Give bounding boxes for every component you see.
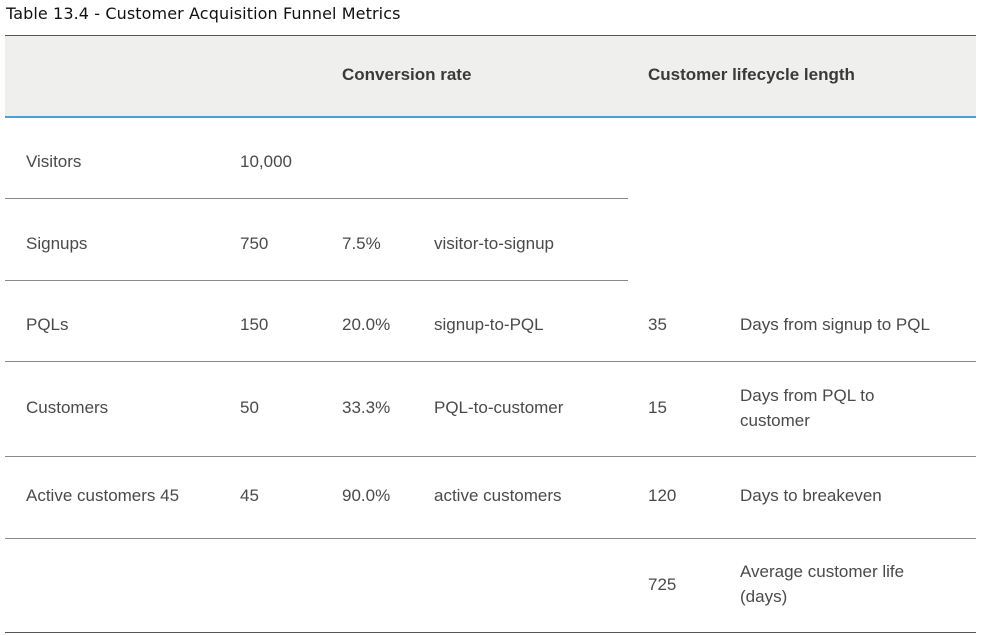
row-days: 35 [648,315,667,334]
row-days-label: Days to breakeven [740,486,882,505]
row-days: 725 [648,575,677,594]
row-rate: 90.0% [342,486,391,505]
row-days-label-line2: customer [740,411,810,430]
row-count: 50 [240,398,259,417]
row-rate-label: signup-to-PQL [434,315,544,334]
row-count: 45 [240,486,259,505]
row-days-label-line1: Average customer life [740,562,905,581]
header-lifecycle-length: Customer lifecycle length [648,65,855,84]
row-stage: PQLs [26,315,69,334]
row-rate: 7.5% [342,234,381,253]
row-days: 15 [648,398,667,417]
row-divider [5,280,628,281]
row-rate-label: visitor-to-signup [434,234,554,253]
table-header: Conversion rate Customer lifecycle lengt… [5,36,976,117]
row-rate-label: active customers [434,486,562,505]
row-stage: Active customers 45 [26,486,180,505]
row-rate: 20.0% [342,315,391,334]
header-underline [5,116,976,118]
row-divider [5,456,976,457]
row-divider [5,361,976,362]
row-days: 120 [648,486,677,505]
header-conversion-rate: Conversion rate [342,65,472,84]
row-days-label-line2: (days) [740,587,788,606]
row-days-label: Days from signup to PQL [740,315,930,334]
row-divider [5,538,976,539]
table-top-rule [5,35,976,36]
row-divider [5,198,628,199]
row-rate: 33.3% [342,398,391,417]
table-bottom-rule [5,632,976,633]
row-count: 10,000 [240,152,292,171]
row-stage: Signups [26,234,88,253]
row-count: 750 [240,234,269,253]
row-stage: Customers [26,398,109,417]
row-rate-label: PQL-to-customer [434,398,564,417]
row-days-label-line1: Days from PQL to [740,386,875,405]
table-caption: Table 13.4 - Customer Acquisition Funnel… [6,4,401,23]
row-count: 150 [240,315,269,334]
row-stage: Visitors [26,152,82,171]
